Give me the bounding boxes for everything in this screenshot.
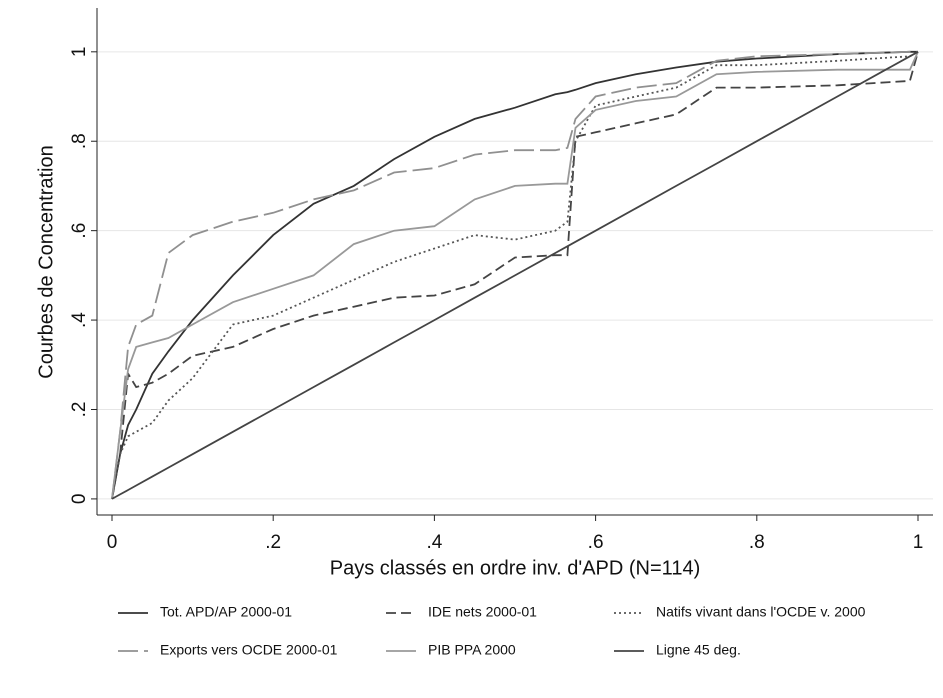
y-tick-label: .6	[69, 223, 90, 239]
y-tick-label: .2	[69, 402, 90, 418]
legend-label: Natifs vivant dans l'OCDE v. 2000	[656, 604, 866, 620]
x-tick-label: .2	[265, 532, 281, 553]
y-tick-label: 1	[69, 47, 90, 58]
x-tick-label: .8	[749, 532, 765, 553]
x-tick-label: .4	[426, 532, 442, 553]
legend-label: Tot. APD/AP 2000-01	[160, 604, 292, 620]
y-tick-label: .8	[69, 133, 90, 149]
legend-label: Exports vers OCDE 2000-01	[160, 642, 338, 658]
y-tick-label: .4	[69, 312, 90, 328]
x-tick-label: .6	[588, 532, 604, 553]
y-tick-label: 0	[69, 494, 90, 505]
y-axis-title: Courbes de Concentration	[35, 145, 57, 378]
series-line	[111, 50, 918, 500]
legend-label: IDE nets 2000-01	[428, 604, 537, 620]
series-line	[111, 50, 918, 500]
legend-label: PIB PPA 2000	[428, 642, 516, 658]
x-tick-label: 0	[107, 532, 118, 553]
series-line	[111, 51, 919, 500]
series-line	[111, 51, 919, 500]
x-axis-title: Pays classés en ordre inv. d'APD (N=114)	[330, 557, 700, 579]
x-tick-label: 1	[913, 532, 924, 553]
series-line	[111, 51, 919, 500]
legend-label: Ligne 45 deg.	[656, 642, 741, 658]
